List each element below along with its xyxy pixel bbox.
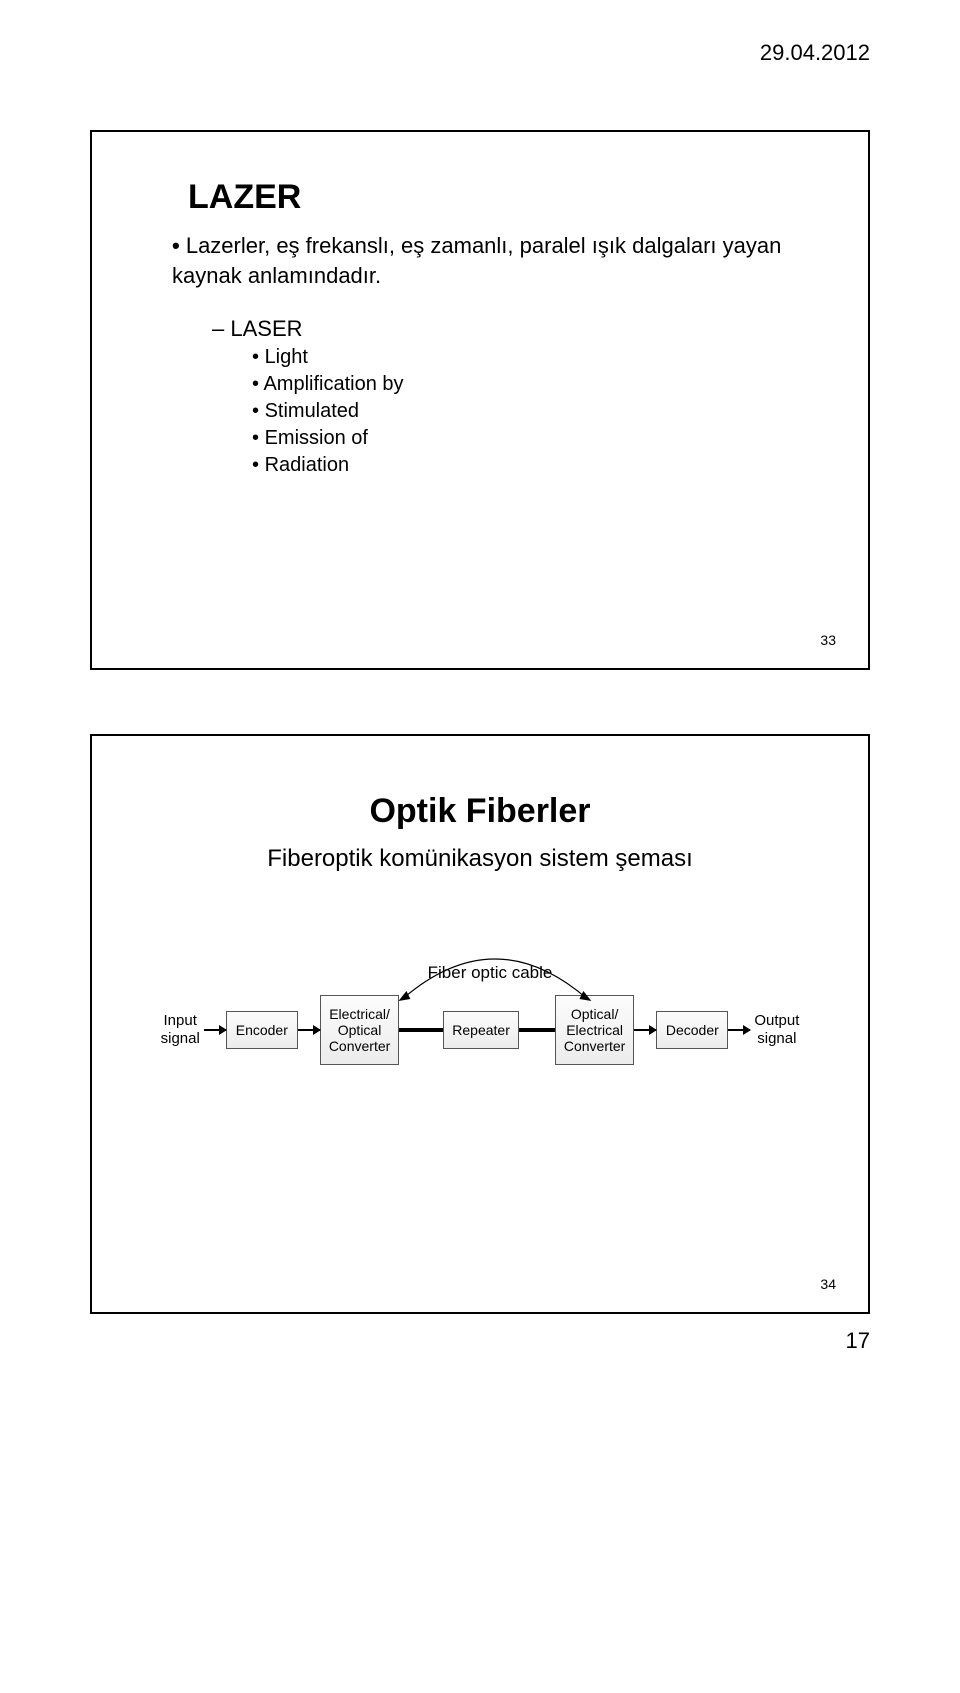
diagram-row: Input signal Encoder Electrical/ Optical… bbox=[142, 995, 818, 1065]
repeater-box: Repeater bbox=[443, 1011, 519, 1049]
arrow-icon bbox=[298, 1029, 320, 1031]
output-signal-label: Output signal bbox=[750, 1012, 803, 1048]
arrow-icon bbox=[634, 1029, 656, 1031]
arrow-icon bbox=[728, 1029, 750, 1031]
eo-line2: Optical bbox=[338, 1022, 382, 1038]
fiber-line-icon bbox=[519, 1028, 555, 1032]
fiber-cable-label: Fiber optic cable bbox=[162, 963, 818, 983]
input-label-2: signal bbox=[161, 1030, 200, 1047]
slide1-acronym-light: Light bbox=[252, 346, 818, 369]
page-date: 29.04.2012 bbox=[760, 40, 870, 66]
arrow-icon bbox=[204, 1029, 226, 1031]
oe-line2: Electrical bbox=[566, 1022, 623, 1038]
slide1-dash-laser: LASER bbox=[212, 316, 818, 342]
decoder-box: Decoder bbox=[656, 1011, 728, 1049]
slide1-main-bullet: Lazerler, eş frekanslı, eş zamanlı, para… bbox=[172, 231, 818, 290]
optical-electrical-converter-box: Optical/ Electrical Converter bbox=[555, 995, 634, 1065]
output-label-2: signal bbox=[757, 1030, 796, 1047]
slide1-number: 33 bbox=[820, 632, 836, 648]
input-signal-label: Input signal bbox=[157, 1012, 204, 1048]
slide1-acronym-emission: Emission of bbox=[252, 427, 818, 450]
fiber-diagram: Fiber optic cable Input signal Encoder E… bbox=[142, 963, 818, 1065]
fiber-line-icon bbox=[399, 1028, 443, 1032]
slide1-acronym-radiation: Radiation bbox=[252, 454, 818, 477]
oe-line1: Optical/ bbox=[571, 1006, 618, 1022]
input-label-1: Input bbox=[164, 1012, 197, 1029]
eo-line3: Converter bbox=[329, 1038, 390, 1054]
slide-2: Optik Fiberler Fiberoptik komünikasyon s… bbox=[90, 734, 870, 1314]
slide1-acronym-stimulated: Stimulated bbox=[252, 400, 818, 423]
slide2-title: Optik Fiberler bbox=[142, 792, 818, 831]
electrical-optical-converter-box: Electrical/ Optical Converter bbox=[320, 995, 399, 1065]
slide2-subtitle: Fiberoptik komünikasyon sistem şeması bbox=[142, 845, 818, 873]
eo-line1: Electrical/ bbox=[329, 1006, 390, 1022]
slide-1: LAZER Lazerler, eş frekanslı, eş zamanlı… bbox=[90, 130, 870, 670]
page-number: 17 bbox=[846, 1328, 870, 1354]
slide1-acronym-amplification: Amplification by bbox=[252, 373, 818, 396]
slide1-title: LAZER bbox=[188, 178, 818, 217]
page: 29.04.2012 LAZER Lazerler, eş frekanslı,… bbox=[0, 0, 960, 1374]
slide2-number: 34 bbox=[820, 1276, 836, 1292]
oe-line3: Converter bbox=[564, 1038, 625, 1054]
encoder-box: Encoder bbox=[226, 1011, 298, 1049]
output-label-1: Output bbox=[754, 1012, 799, 1029]
